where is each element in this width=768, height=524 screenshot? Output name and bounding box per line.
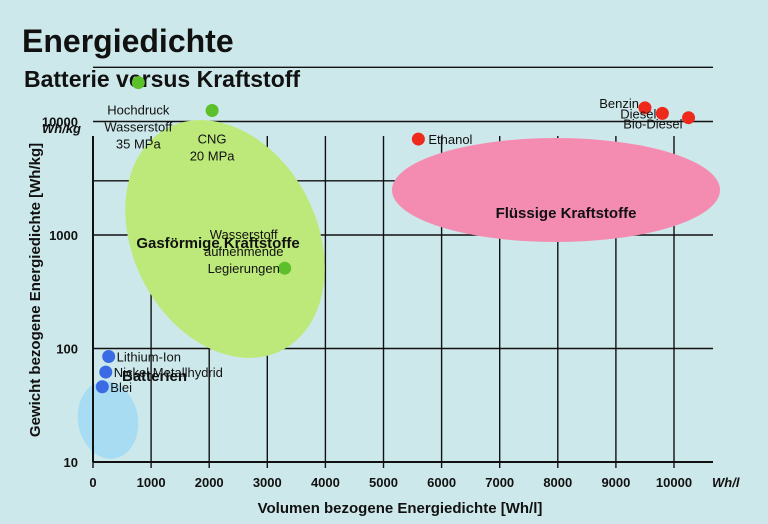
point-label: Wasserstoff aufnehmende Legierungen bbox=[204, 227, 284, 276]
y-tick-label: 1000 bbox=[49, 228, 78, 243]
point-label: Diesel bbox=[620, 106, 656, 121]
data-point bbox=[278, 261, 292, 275]
x-tick-label: 7000 bbox=[485, 475, 514, 490]
point-label: Lithium-Ion bbox=[117, 350, 181, 365]
x-tick-label: 5000 bbox=[369, 475, 398, 490]
group-regions bbox=[77, 120, 720, 459]
x-tick-label: 4000 bbox=[311, 475, 340, 490]
y-tick-label: 100 bbox=[56, 342, 78, 357]
x-unit-label: Wh/l bbox=[712, 475, 740, 490]
group-region bbox=[125, 120, 325, 358]
data-point bbox=[655, 106, 669, 120]
data-point bbox=[205, 104, 219, 118]
x-tick-label: 3000 bbox=[253, 475, 282, 490]
point-label: Blei bbox=[110, 380, 132, 395]
y-tick-label: 10000 bbox=[42, 115, 78, 130]
point-label: Hochdruck Wasserstoff 35 MPa bbox=[104, 103, 172, 152]
x-tick-label: 6000 bbox=[427, 475, 456, 490]
x-tick-label: 10000 bbox=[656, 475, 692, 490]
data-point bbox=[102, 350, 116, 364]
chart-title: Energiedichte bbox=[22, 23, 234, 59]
point-label: Benzin bbox=[599, 96, 639, 111]
x-tick-label: 1000 bbox=[137, 475, 166, 490]
y-axis-label: Gewicht bezogene Energiedichte [Wh/kg] bbox=[27, 143, 44, 437]
data-point bbox=[99, 365, 113, 379]
chart-subtitle: Batterie versus Kraftstoff bbox=[24, 66, 300, 92]
group-label: Batterien bbox=[122, 368, 187, 385]
point-label: Ethanol bbox=[428, 132, 472, 147]
x-tick-label: 2000 bbox=[195, 475, 224, 490]
data-point bbox=[682, 111, 696, 125]
point-label: CNG 20 MPa bbox=[190, 132, 236, 164]
data-point bbox=[638, 101, 652, 115]
group-label: Flüssige Kraftstoffe bbox=[496, 205, 637, 222]
axes: 0 1000 2000 3000 4000 5000 6000 7000 8000 9000 100… bbox=[42, 115, 713, 490]
x-tick-label: 8000 bbox=[543, 475, 572, 490]
y-tick-label: 10 bbox=[64, 455, 78, 470]
point-label: Nickel Metallhydrid bbox=[114, 365, 223, 380]
group-region bbox=[392, 138, 720, 242]
y-unit-label: Wh/kg bbox=[42, 121, 81, 136]
group-label: Gasförmige Kraftstoffe bbox=[136, 235, 299, 252]
point-label: Bio-Diesel bbox=[623, 117, 682, 132]
data-point bbox=[131, 76, 145, 90]
data-point bbox=[95, 380, 109, 394]
x-tick-label: 0 bbox=[89, 475, 96, 490]
x-tick-label: 9000 bbox=[601, 475, 630, 490]
x-axis-label: Volumen bezogene Energiedichte [Wh/l] bbox=[258, 500, 543, 517]
data-points bbox=[95, 76, 696, 394]
data-point bbox=[411, 132, 425, 146]
